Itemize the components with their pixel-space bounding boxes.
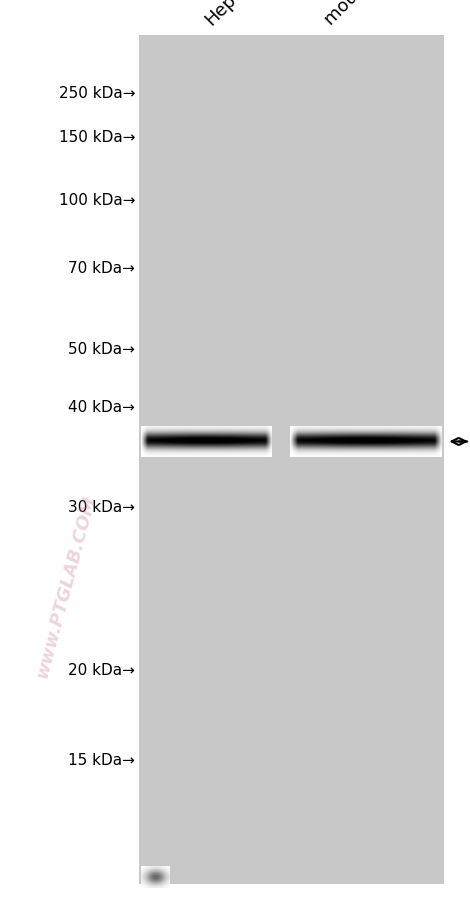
- Text: 50 kDa→: 50 kDa→: [69, 342, 135, 356]
- Text: 150 kDa→: 150 kDa→: [59, 130, 135, 144]
- Text: 15 kDa→: 15 kDa→: [69, 752, 135, 767]
- Text: mouse liver: mouse liver: [321, 0, 408, 29]
- Text: 20 kDa→: 20 kDa→: [69, 663, 135, 677]
- Text: HepG2: HepG2: [201, 0, 258, 29]
- Text: 40 kDa→: 40 kDa→: [69, 400, 135, 414]
- Text: www.PTGLAB.COM: www.PTGLAB.COM: [33, 493, 99, 679]
- Text: 30 kDa→: 30 kDa→: [68, 500, 135, 514]
- Bar: [139, 36, 444, 884]
- Text: 250 kDa→: 250 kDa→: [59, 86, 135, 100]
- Text: 100 kDa→: 100 kDa→: [59, 193, 135, 207]
- Text: 70 kDa→: 70 kDa→: [69, 261, 135, 275]
